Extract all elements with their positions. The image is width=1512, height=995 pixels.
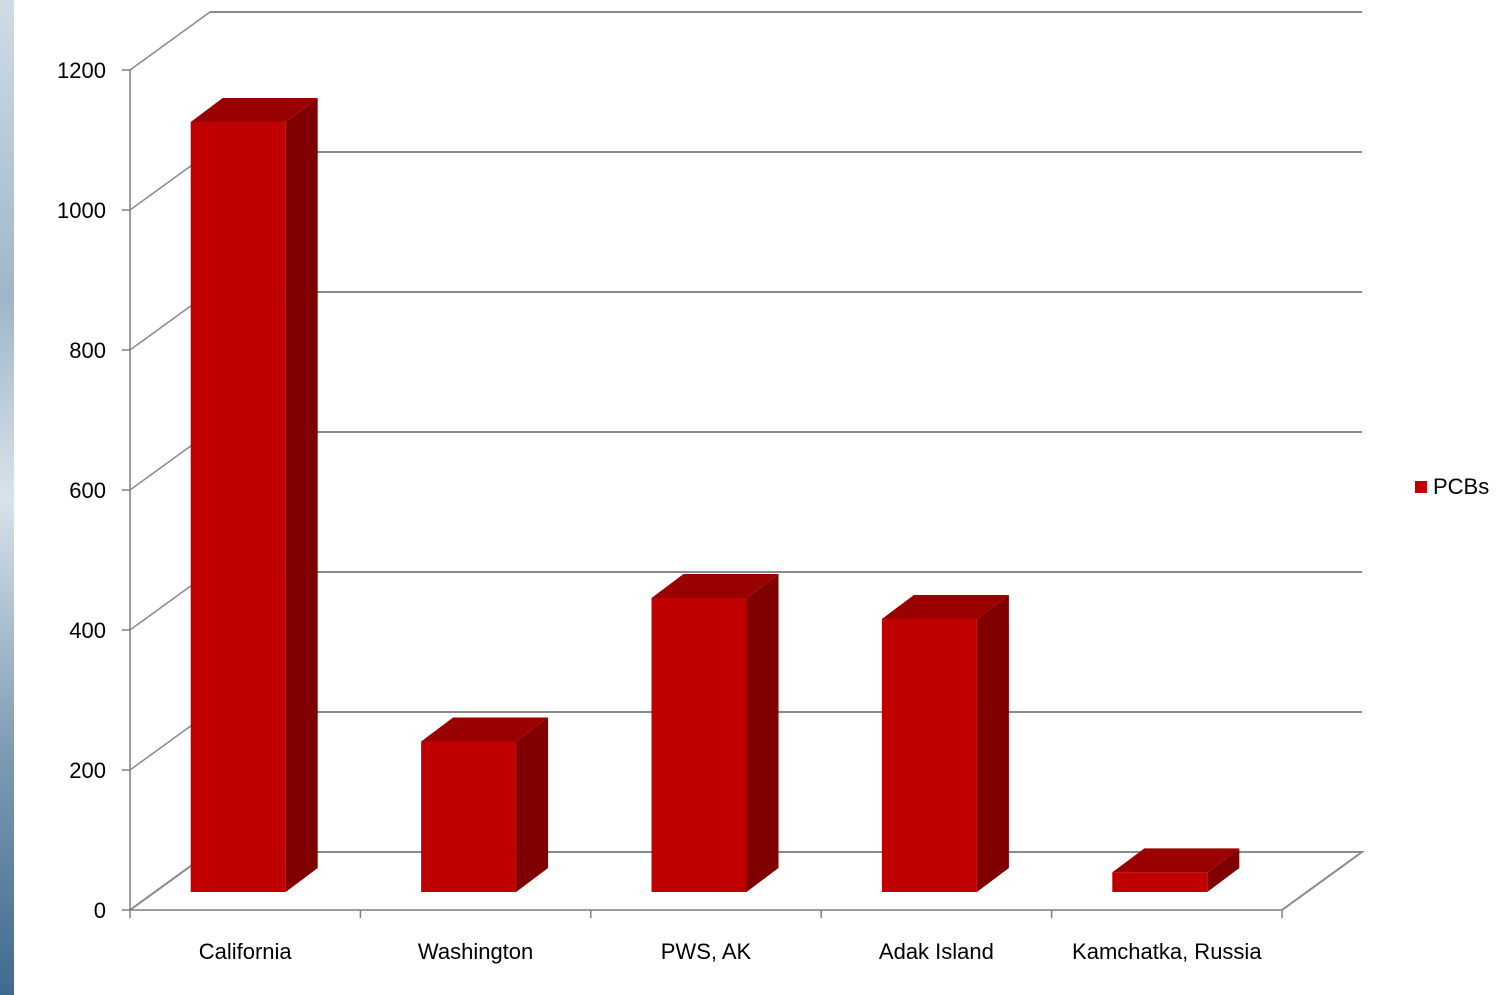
y-tick-label: 1200	[57, 58, 106, 83]
bar	[881, 619, 977, 892]
legend-label-pcbs: PCBs	[1433, 474, 1490, 499]
y-tick-label: 800	[69, 338, 106, 363]
legend-swatch-pcbs	[1415, 481, 1427, 493]
x-tick-label: California	[199, 939, 293, 964]
bar	[421, 741, 517, 892]
y-tick-label: 600	[69, 478, 106, 503]
y-tick-label: 200	[69, 758, 106, 783]
bar-side	[285, 98, 318, 892]
bar	[190, 122, 286, 892]
background-photo-strip	[0, 0, 14, 995]
bar	[651, 598, 747, 892]
x-tick-label: PWS, AK	[661, 939, 752, 964]
bar-side	[1207, 848, 1240, 892]
y-tick-label: 400	[69, 618, 106, 643]
x-tick-label: Washington	[418, 939, 533, 964]
bar-top	[651, 574, 779, 598]
gridline-depth	[129, 11, 211, 71]
bar-side	[976, 595, 1009, 892]
bar-side	[746, 574, 779, 892]
legend: PCBs	[1415, 474, 1489, 500]
bar-top	[190, 98, 318, 122]
x-tick-label: Kamchatka, Russia	[1072, 939, 1262, 964]
bar-top	[881, 595, 1009, 619]
y-tick-label: 0	[94, 898, 106, 923]
bar-top	[1112, 848, 1240, 873]
y-tick-label: 1000	[57, 198, 106, 223]
floor-outline	[129, 851, 1366, 911]
bar-top	[421, 717, 549, 742]
bar	[1112, 872, 1208, 892]
bar-side	[516, 717, 549, 892]
x-tick-label: Adak Island	[879, 939, 994, 964]
